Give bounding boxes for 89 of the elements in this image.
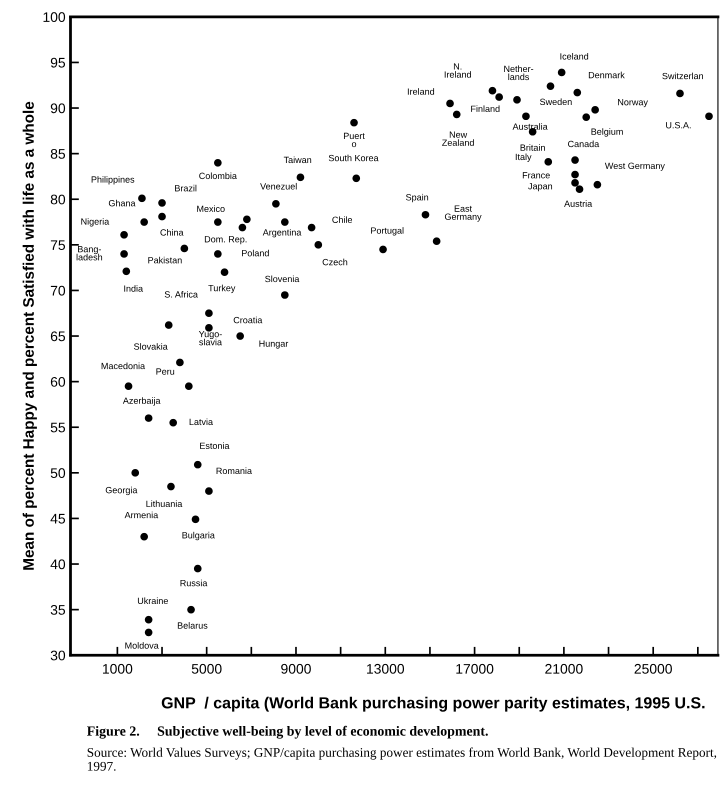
annotation: India bbox=[124, 285, 144, 292]
annotation: Yugo- slavia bbox=[198, 330, 222, 346]
annotation: Belgium bbox=[591, 128, 623, 137]
x-axis-title: GNP / capita (World Bank purchasing power parity estimates, 1995 U.S. bbox=[162, 696, 704, 712]
annotation: Belarus bbox=[178, 622, 208, 629]
annotation: Denmark bbox=[588, 72, 625, 78]
annotation: Switzerlan bbox=[662, 72, 703, 80]
y-tick-label: 60 bbox=[50, 376, 66, 387]
annotation: Georgia bbox=[106, 486, 138, 496]
annotation: Spain bbox=[406, 194, 428, 202]
annotation: Peru bbox=[156, 368, 174, 375]
annotation: Bulgaria bbox=[182, 532, 215, 540]
y-tick-label: 95 bbox=[50, 58, 66, 68]
y-tick-label: 65 bbox=[50, 331, 66, 342]
caption: Figure 2. Subjective well-being by level of economic development. bbox=[86, 726, 488, 739]
source-note: Source: World Values Surveys; GNP/capita purchasing power estimates from World Bank, World Development Report, 1997. bbox=[88, 747, 716, 771]
annotation: Nether- lands bbox=[504, 65, 534, 80]
annotation: Canada bbox=[568, 140, 600, 148]
y-tick-label: 70 bbox=[50, 286, 66, 296]
annotation: U.S.A. bbox=[666, 122, 691, 128]
annotation: Brazil bbox=[175, 184, 196, 192]
annotation: Sweden bbox=[540, 98, 572, 106]
annotation: Nigeria bbox=[81, 218, 110, 227]
annotation: Bang- ladesh bbox=[76, 246, 102, 260]
annotation: Russia bbox=[180, 580, 208, 586]
y-tick-label: 35 bbox=[50, 604, 66, 615]
annotation: China bbox=[160, 229, 184, 236]
x-tick-label: 17000 bbox=[456, 664, 494, 674]
x-tick-label: 21000 bbox=[545, 664, 583, 674]
annotation: France bbox=[522, 172, 550, 178]
annotation: N. Ireland bbox=[444, 63, 471, 78]
annotation: Armenia bbox=[124, 512, 158, 518]
annotation: Romania bbox=[216, 467, 252, 474]
annotation: Puert o bbox=[344, 132, 365, 148]
annotation: Lithuania bbox=[146, 500, 182, 507]
x-tick-label: 9000 bbox=[281, 664, 311, 674]
y-tick-label: 45 bbox=[50, 514, 66, 524]
annotation: Japan bbox=[528, 183, 552, 192]
y-tick-label: 30 bbox=[50, 650, 66, 660]
annotation: East Germany bbox=[444, 205, 482, 222]
annotation: Slovenia bbox=[265, 276, 300, 282]
annotation: Croatia bbox=[234, 316, 262, 324]
annotation: Iceland bbox=[560, 52, 588, 60]
annotation: Azerbaija bbox=[122, 397, 161, 406]
annotation: Moldova bbox=[125, 642, 159, 649]
annotation: West Germany bbox=[604, 162, 665, 171]
x-tick-label: 13000 bbox=[367, 664, 404, 674]
annotation: Ukraine bbox=[138, 597, 168, 604]
annotation: Slovakia bbox=[134, 343, 168, 350]
annotation: Hungar bbox=[259, 340, 288, 349]
y-tick-label: 100 bbox=[44, 12, 66, 22]
annotation: Austria bbox=[564, 200, 592, 207]
x-tick-label: 25000 bbox=[634, 664, 672, 674]
annotation: Dom. Rep. bbox=[204, 236, 246, 244]
y-tick-label: 50 bbox=[50, 468, 66, 478]
annotation: Taiwan bbox=[284, 156, 312, 164]
annotation: Latvia bbox=[190, 418, 214, 426]
annotation: Finland bbox=[471, 105, 500, 112]
annotation: South Korea bbox=[328, 154, 379, 162]
annotation: Poland bbox=[242, 250, 269, 256]
annotation: Ghana bbox=[108, 200, 136, 206]
y-tick-label: 75 bbox=[50, 240, 66, 250]
annotation: Estonia bbox=[200, 442, 230, 449]
x-tick-label: 5000 bbox=[192, 664, 222, 674]
annotation: Mexico bbox=[197, 205, 225, 212]
annotation: Chile bbox=[332, 216, 352, 223]
y-axis-title: Mean of percent Happy and percent Satisfied with life as a whole bbox=[22, 102, 37, 570]
y-tick-label: 40 bbox=[50, 559, 66, 570]
annotation: Colombia bbox=[199, 172, 237, 180]
annotation: New Zealand bbox=[442, 132, 474, 146]
x-tick-label: 1000 bbox=[102, 664, 132, 674]
annotation: Norway bbox=[618, 99, 648, 108]
y-tick-label: 80 bbox=[50, 194, 66, 204]
annotation: Turkey bbox=[208, 284, 236, 294]
annotation: Italy bbox=[516, 153, 532, 162]
y-tick-label: 85 bbox=[50, 148, 66, 159]
annotation: Macedonia bbox=[102, 362, 146, 370]
annotation: Britain bbox=[520, 144, 545, 151]
annotation: Pakistan bbox=[148, 256, 182, 264]
annotation: Ireland bbox=[408, 88, 434, 95]
annotation: Venezuel bbox=[260, 182, 297, 190]
y-tick-label: 55 bbox=[50, 422, 66, 432]
annotation: Czech bbox=[322, 258, 348, 266]
annotation: Australia bbox=[512, 123, 548, 130]
annotation: Portugal bbox=[371, 227, 404, 236]
annotation: S. Africa bbox=[164, 290, 198, 298]
annotation: Argentina bbox=[262, 228, 302, 238]
y-tick-label: 90 bbox=[50, 103, 66, 114]
annotation: Philippines bbox=[92, 176, 134, 184]
